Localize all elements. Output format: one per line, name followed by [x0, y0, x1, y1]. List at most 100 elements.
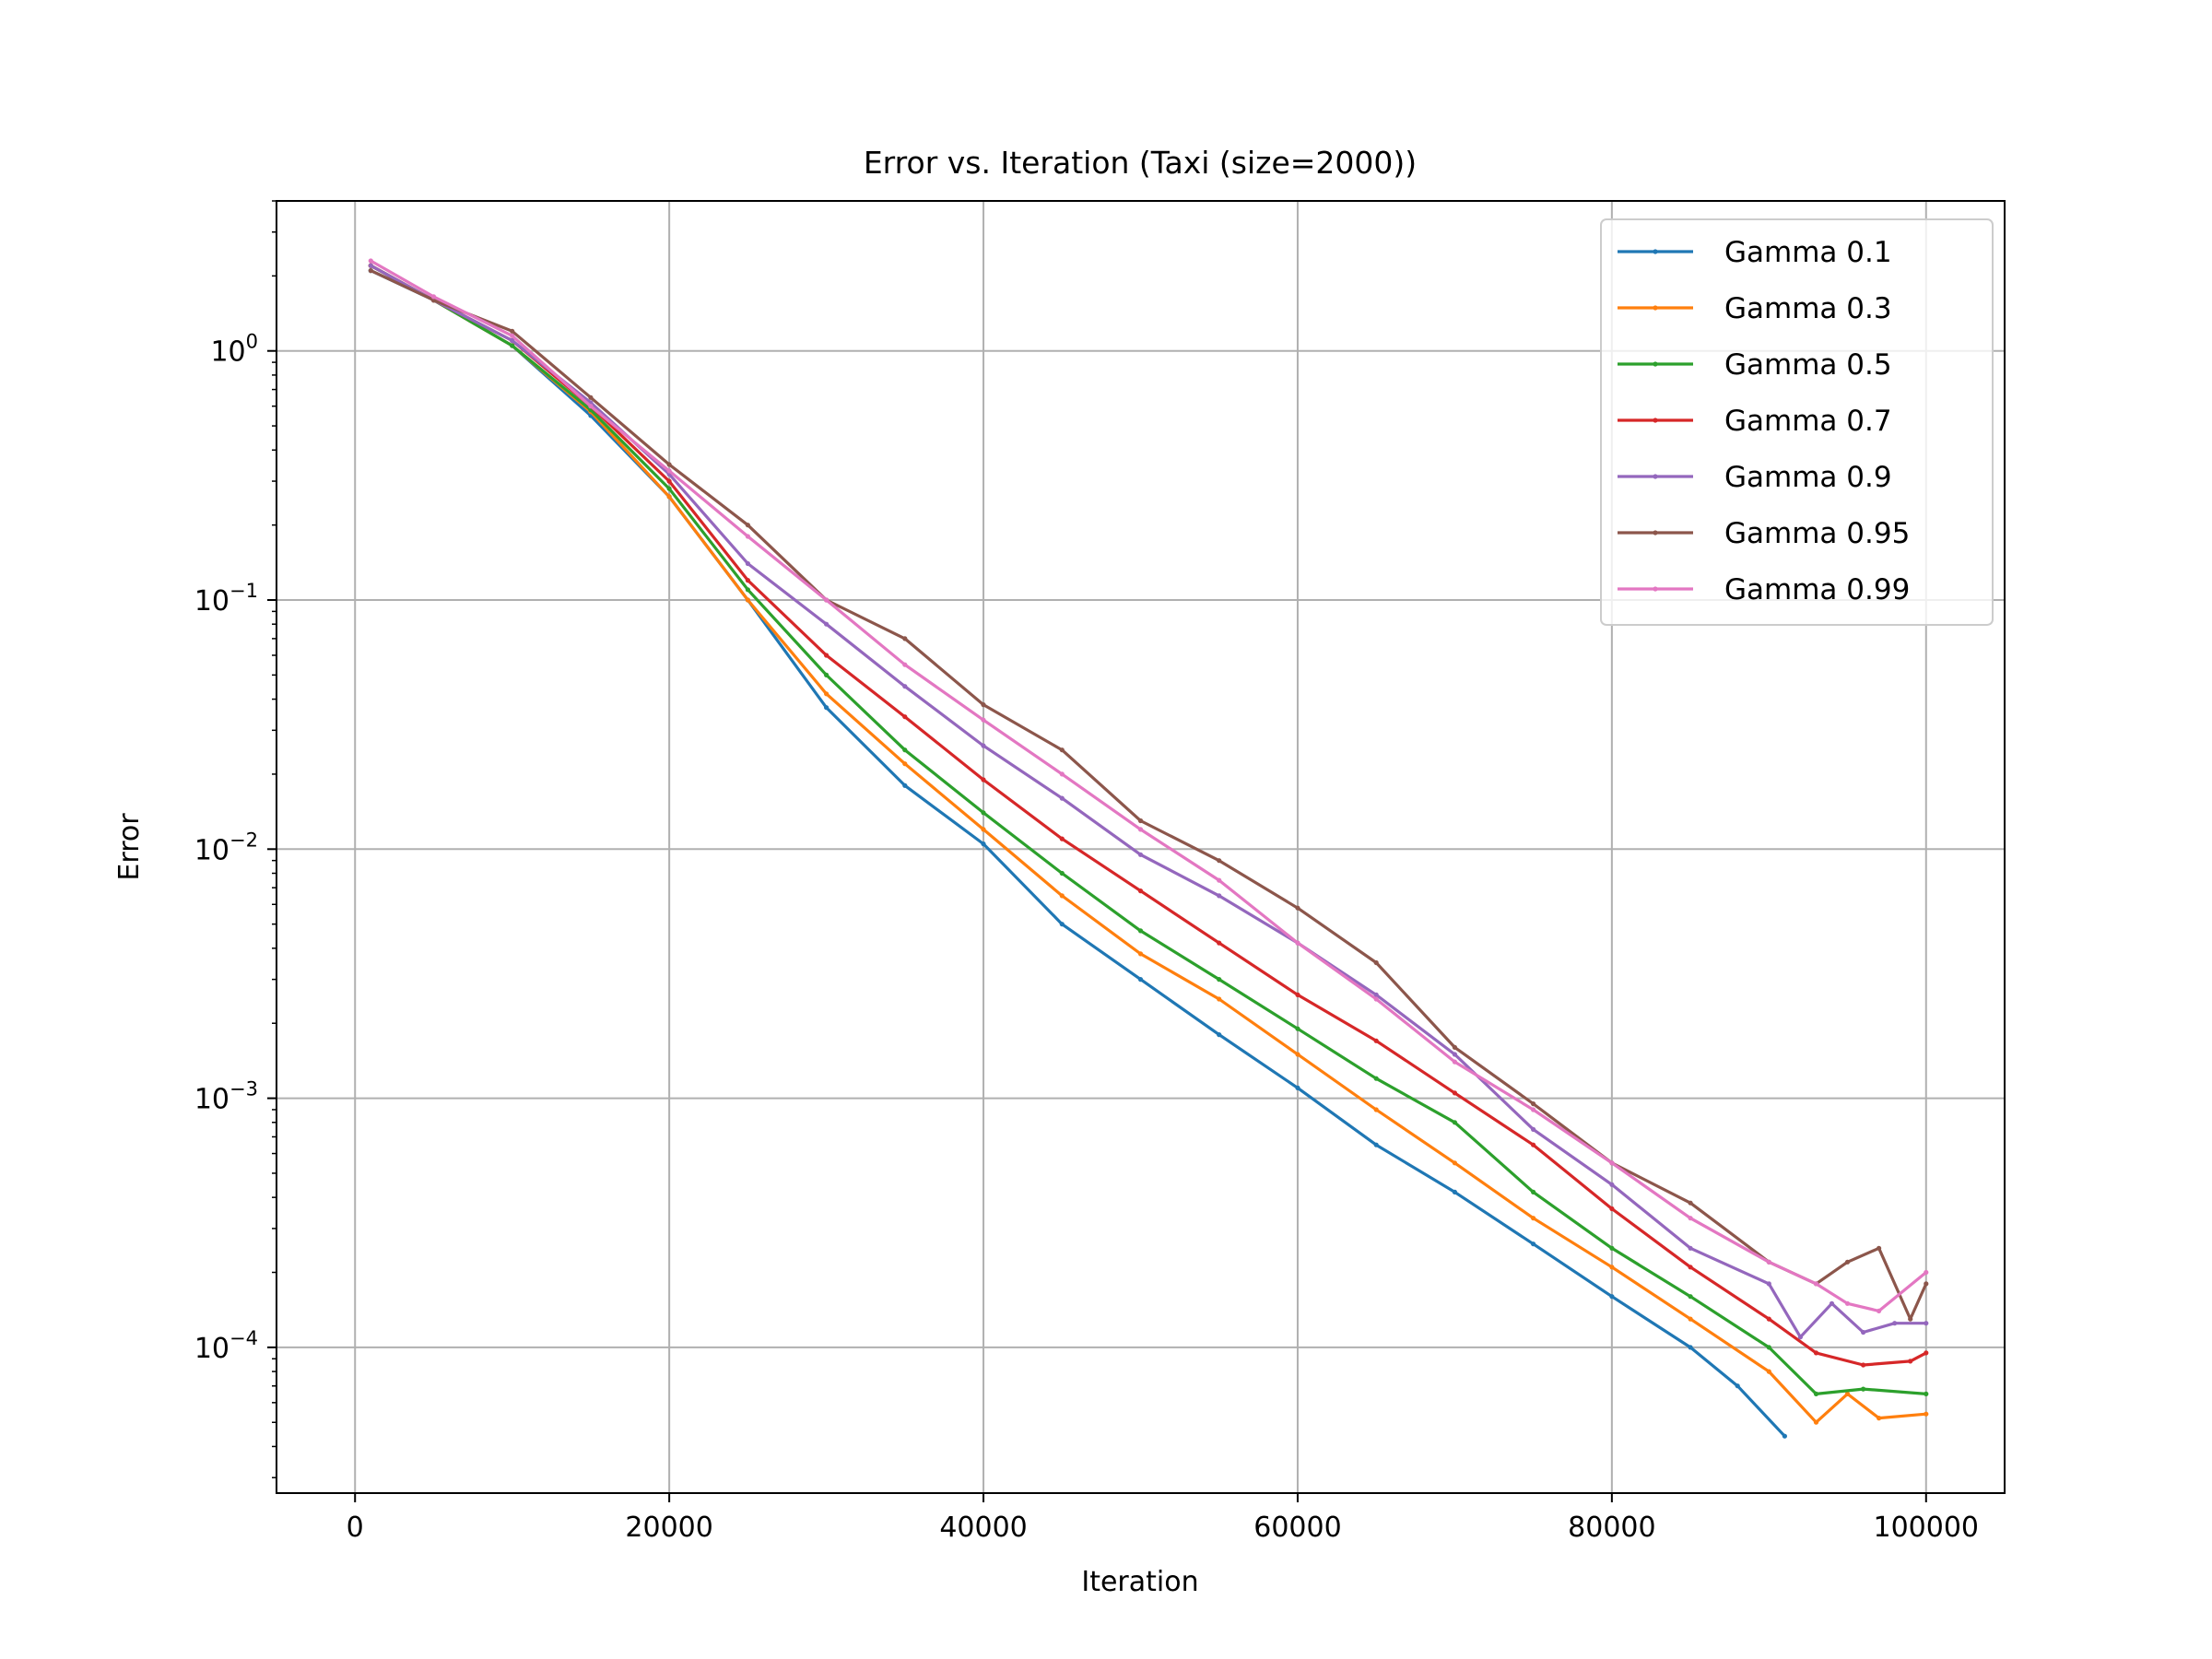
data-point [902, 684, 908, 689]
x-tick-label: 0 [347, 1512, 364, 1544]
data-point [1531, 1216, 1536, 1221]
data-point [1908, 1359, 1913, 1364]
data-point [430, 294, 437, 300]
data-point [1217, 858, 1222, 864]
data-point [1829, 1300, 1835, 1306]
series-line-3 [370, 264, 1926, 1396]
data-point [1137, 827, 1144, 832]
data-point [1059, 747, 1065, 753]
data-point [981, 841, 986, 847]
data-point [1295, 992, 1300, 997]
data-point [1797, 1335, 1803, 1340]
data-point [1844, 1391, 1851, 1396]
data-point [1844, 1259, 1851, 1265]
data-point [1813, 1391, 1819, 1396]
data-point [1452, 1160, 1457, 1166]
data-point [1295, 905, 1300, 911]
data-point [1137, 818, 1144, 824]
data-point [1735, 1383, 1740, 1389]
data-point [510, 343, 515, 348]
series-line-1 [370, 269, 1786, 1438]
x-tick-label: 60000 [1253, 1512, 1341, 1544]
legend-marker [1653, 586, 1658, 592]
data-point [1531, 1189, 1536, 1194]
data-point [1609, 1206, 1615, 1212]
data-point [1531, 1101, 1536, 1107]
axis-ticks: 0 20000 40000 60000 80000 100000 100 10−1 10−2 10… [194, 200, 1980, 1544]
legend-label: Gamma 0.9 [1724, 461, 1892, 494]
data-point [1373, 1038, 1379, 1043]
data-point [1059, 771, 1065, 777]
data-point [981, 777, 986, 782]
data-point [1373, 992, 1379, 997]
plot-frame [276, 200, 2006, 1494]
data-point [745, 597, 751, 603]
x-tick-label: 100000 [1874, 1512, 1980, 1544]
data-point [1908, 1316, 1913, 1322]
data-point [1137, 951, 1144, 957]
y-tick-label: 10−4 [194, 1327, 258, 1365]
y-tick-label: 10−3 [194, 1078, 258, 1116]
legend-marker [1653, 474, 1658, 479]
data-point [1217, 996, 1222, 1002]
data-point [1861, 1329, 1866, 1335]
data-point [1609, 1265, 1615, 1270]
data-point [1688, 1294, 1693, 1300]
data-point [745, 587, 751, 593]
data-point [510, 337, 515, 344]
data-point [1137, 977, 1144, 982]
data-point [1892, 1321, 1898, 1326]
legend-marker [1653, 249, 1658, 254]
data-point [666, 478, 672, 484]
data-point [368, 263, 373, 268]
data-point [1609, 1160, 1615, 1166]
x-axis-label: Iteration [1081, 1566, 1198, 1598]
data-point [1766, 1369, 1771, 1374]
legend-label: Gamma 0.3 [1724, 292, 1892, 325]
legend-marker [1653, 305, 1658, 311]
data-point [1609, 1245, 1615, 1251]
data-point [981, 810, 986, 816]
data-point [1059, 870, 1065, 877]
data-point [824, 672, 830, 678]
data-point [1766, 1316, 1771, 1322]
data-point [1844, 1300, 1851, 1306]
data-point [824, 597, 830, 603]
data-point [1924, 1391, 1929, 1396]
data-point [1137, 852, 1144, 857]
data-point [1217, 877, 1222, 883]
data-point [1452, 1052, 1457, 1057]
data-point [1373, 1142, 1379, 1147]
data-point [1861, 1386, 1866, 1392]
data-point [1813, 1350, 1819, 1356]
data-point [981, 717, 986, 723]
data-point [1688, 1316, 1693, 1322]
legend-label: Gamma 0.95 [1724, 517, 1910, 550]
series-line-6 [370, 269, 1928, 1321]
data-point [745, 560, 751, 567]
data-point [1059, 922, 1065, 927]
data-point [1059, 893, 1065, 899]
data-point [1295, 1026, 1300, 1031]
data-point [1452, 1090, 1457, 1096]
data-point [368, 258, 373, 264]
data-point [666, 494, 672, 500]
data-point [902, 782, 908, 788]
data-point [902, 714, 908, 720]
legend: Gamma 0.1 Gamma 0.3 Gamma 0.5 Gamma 0.7 Gamm… [1600, 218, 1994, 626]
legend-marker [1653, 530, 1658, 535]
data-point [1924, 1269, 1929, 1276]
data-point [1924, 1350, 1929, 1356]
x-tick-label: 40000 [939, 1512, 1027, 1544]
data-point [1531, 1107, 1536, 1112]
legend-label: Gamma 0.7 [1724, 405, 1892, 438]
data-point [510, 333, 515, 338]
x-tick-label: 80000 [1568, 1512, 1655, 1544]
data-point [902, 761, 908, 767]
data-point [1531, 1126, 1536, 1132]
data-point [1059, 795, 1065, 801]
x-tick-label: 20000 [625, 1512, 712, 1544]
data-point [1861, 1362, 1866, 1368]
data-point [1452, 1044, 1457, 1050]
y-axis-label: Error [113, 813, 146, 881]
